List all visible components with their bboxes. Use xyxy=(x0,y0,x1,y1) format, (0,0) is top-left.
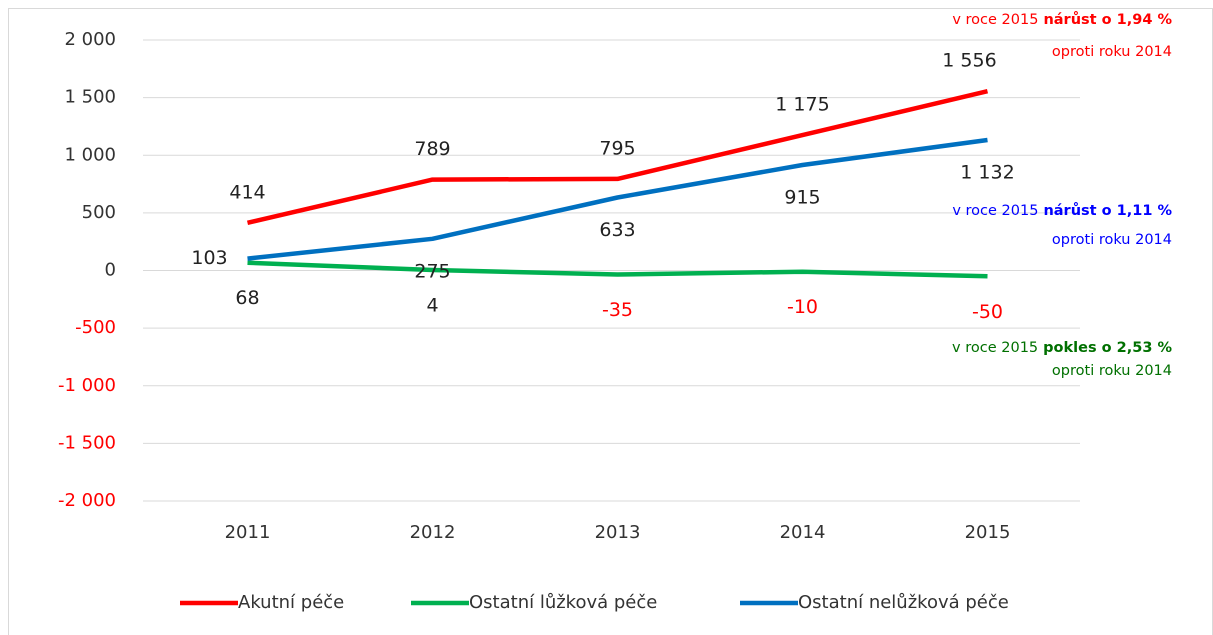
legend-label: Ostatní lůžková péče xyxy=(469,592,657,613)
data-label: 633 xyxy=(599,219,635,241)
annotation: v roce 2015 nárůst o 1,94 % xyxy=(952,11,1172,28)
x-tick-label: 2012 xyxy=(410,522,456,543)
x-tick-label: 2011 xyxy=(225,522,271,543)
y-tick-label: -1 000 xyxy=(58,375,116,396)
annotation-text: v roce 2015 xyxy=(952,12,1038,28)
annotation-emphasis: nárůst o 1,11 % xyxy=(1043,202,1172,219)
y-tick-label: 2 000 xyxy=(64,29,116,50)
annotation: v roce 2015 pokles o 2,53 % xyxy=(952,340,1172,356)
annotation-emphasis: pokles o 2,53 % xyxy=(1043,340,1172,356)
x-tick-label: 2013 xyxy=(595,522,641,543)
y-tick-label: -2 000 xyxy=(58,490,116,511)
data-label: 103 xyxy=(191,247,227,269)
legend-label: Akutní péče xyxy=(238,592,344,613)
series-line xyxy=(246,89,989,225)
data-label: 1 556 xyxy=(942,50,996,72)
data-label: 68 xyxy=(235,287,259,309)
y-tick-label: 1 000 xyxy=(64,144,116,165)
data-label: 4 xyxy=(426,295,438,317)
y-tick-label: 500 xyxy=(82,202,116,223)
annotation-emphasis: nárůst o 1,94 % xyxy=(1043,11,1172,28)
annotation-text2: oproti roku 2014 xyxy=(1052,363,1172,379)
data-label: 1 132 xyxy=(960,162,1014,184)
x-tick-label: 2014 xyxy=(780,522,826,543)
annotation-text: v roce 2015 xyxy=(952,340,1038,356)
annotation: v roce 2015 nárůst o 1,11 % xyxy=(952,202,1172,219)
y-tick-label: -500 xyxy=(75,317,116,338)
annotation-text2: oproti roku 2014 xyxy=(1052,232,1172,248)
data-label: 275 xyxy=(414,260,450,282)
x-tick-label: 2015 xyxy=(965,522,1011,543)
data-label: -35 xyxy=(602,299,633,321)
data-label: -10 xyxy=(787,296,818,318)
series-line xyxy=(247,137,988,261)
y-tick-label: 1 500 xyxy=(64,87,116,108)
y-tick-label: 0 xyxy=(105,260,116,281)
series-line xyxy=(247,260,988,279)
data-label: 1 175 xyxy=(775,94,829,116)
data-label: 414 xyxy=(229,181,265,203)
annotation-text2: oproti roku 2014 xyxy=(1052,44,1172,60)
data-label: -50 xyxy=(972,301,1003,323)
y-tick-label: -1 500 xyxy=(58,432,116,453)
data-label: 789 xyxy=(414,138,450,160)
legend-label: Ostatní nelůžková péče xyxy=(798,592,1009,613)
data-label: 915 xyxy=(784,187,820,209)
data-label: 795 xyxy=(599,137,635,159)
annotation-text: v roce 2015 xyxy=(952,203,1038,219)
